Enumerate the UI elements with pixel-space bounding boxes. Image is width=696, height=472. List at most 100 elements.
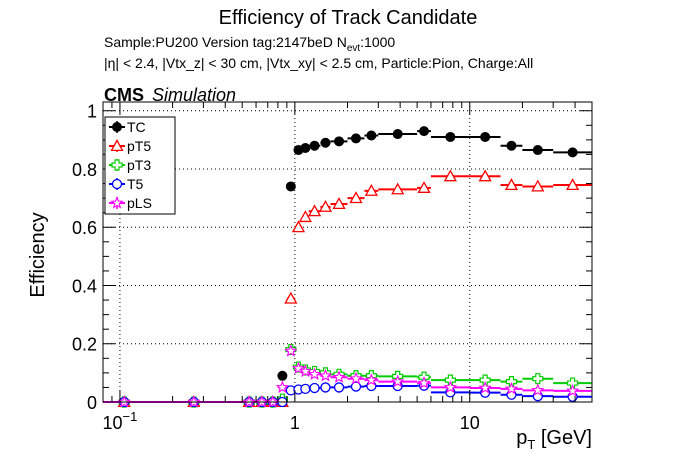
marker (567, 147, 578, 158)
marker (391, 182, 405, 195)
marker (255, 395, 269, 408)
y-tick-label: 0.4 (72, 276, 97, 296)
marker (285, 181, 296, 192)
marker (334, 136, 345, 147)
marker (307, 367, 322, 380)
marker (110, 196, 124, 209)
marker (349, 371, 363, 385)
marker (284, 344, 298, 357)
marker (531, 383, 545, 397)
y-tick-label: 0 (87, 393, 97, 413)
marker (531, 179, 545, 192)
marker (242, 395, 256, 408)
x-tick-label: 10 (460, 413, 480, 433)
marker (277, 370, 288, 381)
marker (506, 140, 517, 151)
marker (364, 183, 378, 196)
marker (298, 210, 312, 223)
marker (366, 130, 377, 141)
marker (284, 291, 298, 304)
marker (391, 374, 405, 388)
marker (480, 131, 491, 142)
marker (364, 373, 379, 386)
marker (479, 374, 491, 386)
marker (291, 361, 306, 375)
x-axis-label-unit: [GeV] (535, 427, 592, 449)
marker (320, 137, 331, 148)
y-axis-label: Efficiency (27, 212, 49, 297)
legend-entry-pT3: pT3 (109, 157, 151, 173)
x-tick-label-exp: −1 (123, 409, 138, 424)
marker (333, 382, 345, 393)
grid-layer (103, 102, 592, 403)
marker (300, 143, 311, 154)
legend-label: T5 (127, 176, 144, 192)
marker (187, 395, 201, 408)
legend-label: TC (127, 119, 146, 135)
legend-label: pT3 (127, 157, 151, 173)
marker (504, 178, 519, 191)
cms-label-simulation: Simulation (152, 85, 236, 105)
plot-frame (102, 101, 593, 403)
marker (309, 140, 320, 151)
marker (565, 383, 580, 397)
marker (111, 159, 123, 171)
marker (320, 382, 331, 393)
subtitle-line-1-prefix: Sample:PU200 Version tag:2147beD N (104, 34, 347, 50)
marker (110, 139, 124, 152)
legend: TC pT5 pT3 T5 pLS (104, 116, 176, 215)
marker (111, 178, 123, 190)
legend-entry-pLS: pLS (109, 195, 152, 211)
marker (532, 373, 544, 385)
marker (445, 131, 456, 142)
legend-entry-pT5: pT5 (109, 138, 151, 154)
marker (350, 133, 361, 144)
x-axis-label-sub: T (527, 437, 535, 452)
marker (417, 181, 431, 193)
marker (309, 382, 320, 394)
subtitle-line-1-sub: evt (347, 43, 361, 54)
legend-entry-TC: TC (109, 119, 146, 135)
x-tick-label-base: 10 (103, 413, 123, 433)
x-tick-label: 10−1 (103, 409, 138, 433)
marker (417, 376, 431, 389)
marker (298, 364, 313, 378)
legend-entry-T5: T5 (109, 176, 144, 192)
marker (419, 126, 430, 137)
marker (332, 197, 346, 209)
marker (291, 220, 306, 233)
subtitle-line-1-suffix: :1000 (360, 34, 395, 50)
y-tick-label: 0.8 (72, 160, 97, 180)
y-tick-label: 0.6 (72, 218, 97, 238)
x-axis-label: pT [GeV] (516, 427, 592, 452)
marker (504, 381, 519, 395)
marker (443, 380, 457, 394)
marker (532, 145, 543, 156)
legend-label: pT5 (127, 138, 151, 154)
chart-title: Efficiency of Track Candidate (219, 7, 478, 29)
marker (392, 129, 403, 140)
marker (266, 395, 280, 408)
marker (478, 169, 492, 182)
marker (275, 380, 290, 394)
y-tick-label: 1 (87, 102, 97, 122)
marker (443, 169, 457, 182)
marker (300, 383, 311, 395)
subtitle-line-1: Sample:PU200 Version tag:2147beD Nevt:10… (104, 34, 395, 54)
series-pT5 (103, 169, 592, 408)
cms-label: CMS Simulation (104, 85, 236, 105)
marker (565, 178, 580, 191)
x-tick-label: 1 (290, 413, 300, 433)
marker (350, 381, 362, 392)
marker (318, 368, 333, 382)
y-tick-label: 0.2 (72, 335, 97, 355)
marker (307, 204, 322, 217)
subtitle-line-2: |η| < 2.4, |Vtx_z| < 30 cm, |Vtx_xy| < 2… (104, 55, 533, 71)
marker (566, 377, 579, 389)
marker (332, 370, 346, 383)
marker (349, 191, 363, 204)
cms-label-main: CMS (104, 85, 144, 105)
legend-label: pLS (127, 195, 152, 211)
marker (478, 381, 492, 394)
